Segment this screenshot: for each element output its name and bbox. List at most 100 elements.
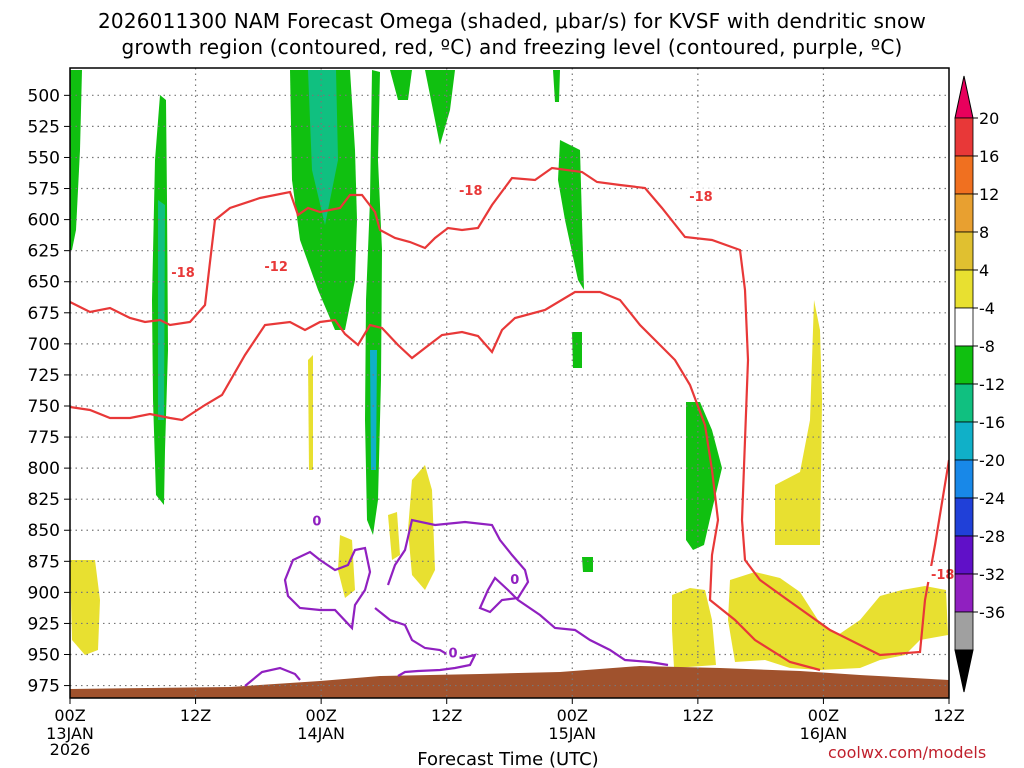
colorbar-swatch [954, 573, 974, 613]
y-axis: 500 525 550 575 600 625 650 675 700 725 750 775 800 8… [28, 86, 70, 697]
omega-area-downward [408, 465, 435, 590]
omega-area-upward [365, 70, 382, 535]
y-tick-label: 650 [28, 273, 60, 293]
contour-labels: -18 -12 -18 -18 -18 0 0 0 [167, 182, 959, 661]
colorbar-label: -8 [979, 337, 995, 356]
omega-area-upward [70, 70, 82, 250]
x-tick-label: 00Z [808, 706, 839, 725]
omega-area-upward [158, 200, 165, 420]
y-tick-label: 675 [28, 304, 60, 324]
omega-shading [70, 70, 948, 670]
y-tick-label: 825 [28, 490, 60, 510]
omega-area-upward [558, 140, 584, 290]
colorbar-label: 20 [979, 109, 999, 128]
omega-area-upward [390, 70, 412, 100]
x-tick-year-label: 2026 [50, 740, 91, 759]
colorbar-swatch [954, 459, 974, 499]
colorbar: 20 16 12 8 4 -4 -8 -12 -16 -20 -24 -28 -32 -36 [954, 75, 1005, 693]
y-tick-label: 600 [28, 211, 60, 231]
omega-area-upward [425, 70, 455, 145]
x-axis-title: Forecast Time (UTC) [417, 749, 598, 768]
x-tick-label: 12Z [682, 706, 713, 725]
colorbar-label: 8 [979, 223, 989, 242]
colorbar-swatch [954, 155, 974, 195]
colorbar-swatch [954, 383, 974, 423]
contour-line-0 [283, 546, 372, 631]
colorbar-top-triangle [954, 75, 974, 119]
colorbar-swatch [954, 231, 974, 271]
contour-line-minus18 [70, 166, 949, 657]
omega-area-downward [388, 512, 400, 560]
contour-label: -18 [459, 184, 483, 199]
colorbar-label: -16 [979, 413, 1005, 432]
contour-label-bg [167, 264, 199, 281]
y-tick-label: 750 [28, 397, 60, 417]
contour-label-bg [446, 644, 460, 661]
x-tick-label: 12Z [180, 706, 211, 725]
omega-area-upward [308, 70, 338, 225]
x-tick-label: 00Z [54, 706, 85, 725]
colorbar-label: -12 [979, 375, 1005, 394]
y-tick-label: 725 [28, 366, 60, 386]
y-tick-label: 800 [28, 459, 60, 479]
colorbar-label: 12 [979, 185, 999, 204]
y-tick-label: 575 [28, 180, 60, 200]
contour-line-0 [374, 607, 478, 677]
omega-area-upward [572, 332, 582, 368]
x-tick-label: 12Z [933, 706, 964, 725]
x-tick-date-label: 14JAN [297, 724, 345, 743]
x-tick-label: 00Z [305, 706, 336, 725]
plot-frame [69, 67, 950, 699]
contour-label: -18 [931, 568, 955, 583]
x-tick-date-label: 13JAN [46, 724, 94, 743]
y-tick-label: 775 [28, 428, 60, 448]
contour-label: -12 [264, 260, 288, 275]
contour-label-bg [508, 570, 522, 587]
omega-area-downward [728, 572, 948, 670]
y-tick-label: 525 [28, 117, 60, 137]
contour-label: -18 [689, 190, 713, 205]
colorbar-swatch [954, 307, 974, 347]
contour-line-minus12 [70, 290, 821, 672]
contour-label-bg [260, 257, 292, 274]
colorbar-swatch [954, 535, 974, 575]
omega-area-downward [70, 560, 100, 655]
contour-label: 0 [510, 573, 519, 588]
contour-line-0 [244, 666, 301, 687]
contour-label-bg [455, 182, 487, 199]
credit-link[interactable]: coolwx.com/models [828, 743, 987, 762]
colorbar-label: 16 [979, 147, 999, 166]
y-tick-label: 550 [28, 148, 60, 168]
y-tick-label: 625 [28, 242, 60, 262]
x-tick-date-label: 15JAN [548, 724, 596, 743]
contour-line-0 [386, 518, 669, 667]
colorbar-label: -4 [979, 299, 995, 318]
colorbar-swatch [954, 345, 974, 385]
omega-area-upward [553, 70, 560, 102]
y-tick-label: 500 [28, 86, 60, 106]
colorbar-label: -24 [979, 489, 1005, 508]
chart-title: 2026011300 NAM Forecast Omega (shaded, μ… [97, 9, 927, 59]
contour-label-bg [685, 188, 717, 205]
contour-label: -18 [171, 266, 195, 281]
colorbar-label: 4 [979, 261, 989, 280]
y-tick-label: 850 [28, 521, 60, 541]
y-tick-label: 950 [28, 646, 60, 666]
colorbar-label: -28 [979, 527, 1005, 546]
y-tick-label: 975 [28, 677, 60, 697]
colorbar-swatch [954, 117, 974, 157]
terrain-fill [70, 666, 949, 698]
colorbar-label: -36 [979, 603, 1005, 622]
omega-area-downward [672, 588, 716, 668]
colorbar-bottom-triangle [954, 649, 974, 693]
colorbar-label: -32 [979, 565, 1005, 584]
colorbar-swatch [954, 611, 974, 651]
y-tick-label: 900 [28, 583, 60, 603]
y-tick-label: 700 [28, 335, 60, 355]
x-tick-date-label: 16JAN [800, 724, 848, 743]
contour-label: 0 [312, 515, 321, 530]
grid-lines [70, 68, 949, 698]
omega-area-downward [775, 300, 822, 545]
